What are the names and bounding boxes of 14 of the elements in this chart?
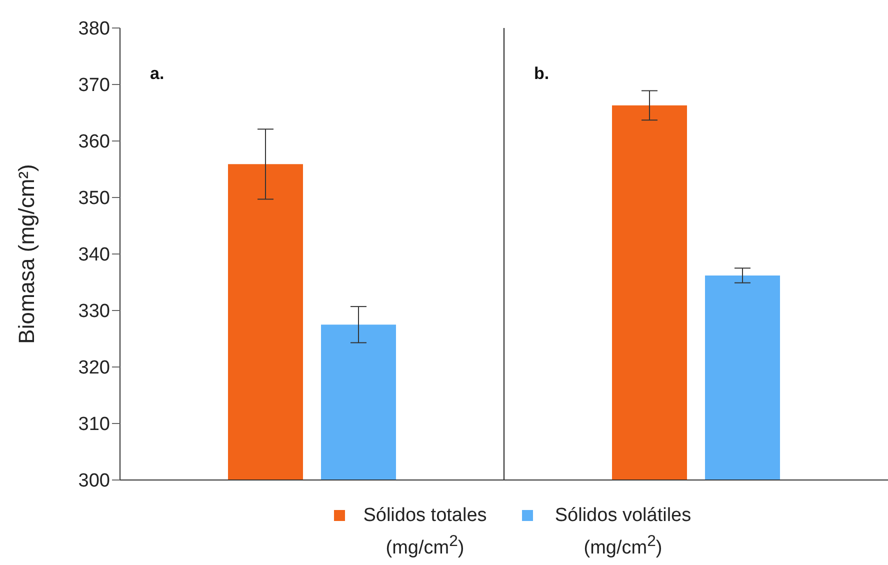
annotation: b. [534, 64, 550, 84]
y-tick-label: 350 [78, 188, 110, 210]
y-tick-label: 300 [78, 470, 110, 492]
y-tick-label: 340 [78, 244, 110, 266]
y-tick-label: 380 [78, 18, 110, 40]
y-tick-label: 330 [78, 301, 110, 322]
y-tick-label: 370 [78, 75, 110, 96]
y-tick-label: 360 [78, 132, 110, 153]
annotation: a. [150, 64, 164, 84]
legend-label: Sólidos volátiles (mg/cm$^{2}$) [554, 504, 692, 560]
y-axis-title: Biomasa (mg/cm²) [14, 164, 39, 344]
legend-label: Sólidos totales (mg/cm$^{2}$) [362, 504, 488, 560]
y-tick-label: 310 [78, 414, 110, 436]
y-tick-label: 320 [78, 358, 110, 379]
